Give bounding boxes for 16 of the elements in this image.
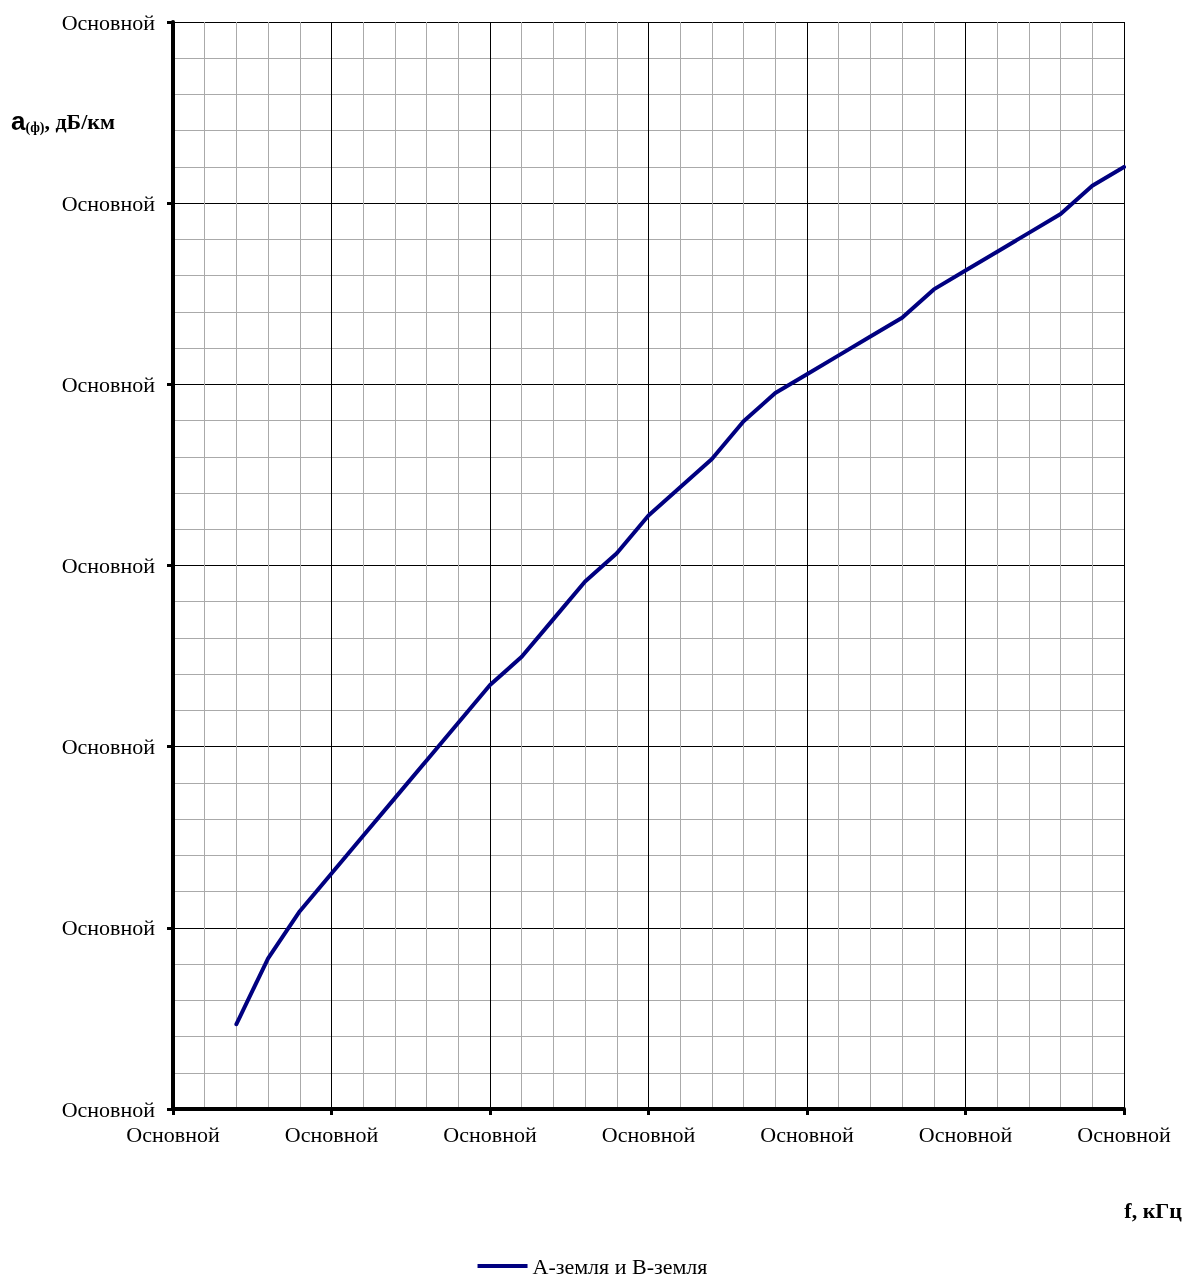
x-tick-label: Основной [126, 1121, 220, 1147]
legend-label: А-земля и В-земля [532, 1253, 708, 1279]
text: Основной [61, 371, 156, 397]
x-tick-label: Основной [760, 1121, 854, 1147]
x-tick-label: Основной [284, 1121, 379, 1147]
x-tick-label: Основной [443, 1121, 537, 1147]
text: Основной [61, 1096, 156, 1122]
x-tick-label: Основной [918, 1121, 1013, 1147]
text: Основной [61, 734, 156, 760]
x-tick-label: Основной [1077, 1121, 1171, 1147]
text: Основной [61, 553, 156, 578]
text: Основной [61, 915, 156, 941]
x-tick-label: Основной [601, 1121, 696, 1147]
text: Основной [61, 9, 156, 35]
text: Основной [61, 190, 156, 216]
x-axis-title: f, кГц [1124, 1197, 1183, 1223]
